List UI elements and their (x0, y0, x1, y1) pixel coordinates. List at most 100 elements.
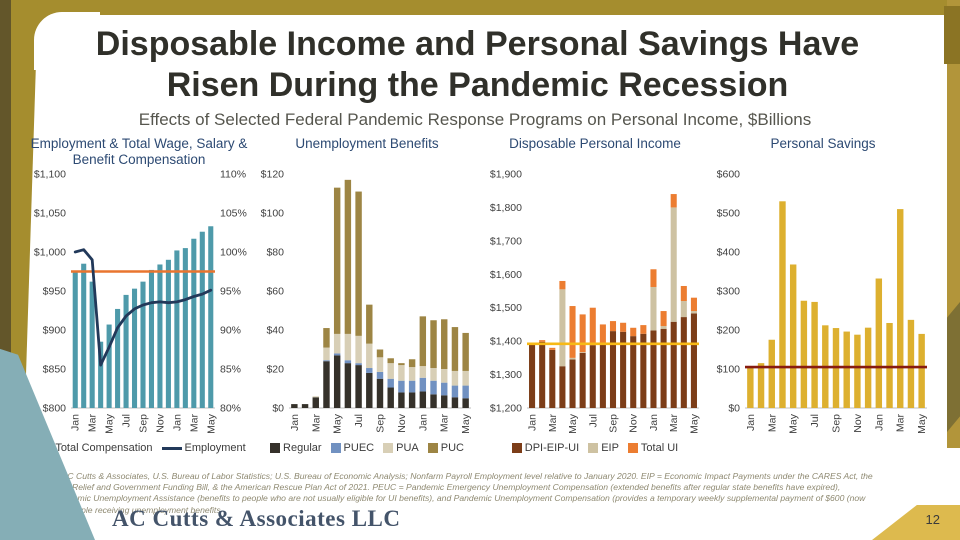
disposable-personal-income-chart: $1,200 $1,300 $1,400 $1,500 $1,600 $1,700 $1,8… (490, 169, 701, 434)
svg-text:105%: 105% (220, 208, 247, 220)
svg-text:$80: $80 (266, 247, 284, 259)
svg-text:$100: $100 (261, 208, 285, 220)
svg-text:Jan: Jan (171, 414, 183, 431)
svg-text:$1,500: $1,500 (490, 302, 522, 314)
legend-swatch (511, 443, 522, 453)
svg-text:May: May (104, 413, 116, 434)
svg-text:$950: $950 (43, 286, 67, 298)
chart-unemployment-benefits: Unemployment Benefits $0 $20 $40 $60 $80 $100… (254, 136, 480, 454)
personal-savings-chart: $0 $100 $200 $300 $400 $500 $600 Jan Mar May Jul Se… (717, 169, 929, 434)
svg-text:Mar: Mar (895, 414, 907, 433)
legend-item-pua: PUA (383, 442, 419, 454)
svg-text:Jan: Jan (289, 414, 301, 431)
svg-text:Jan: Jan (70, 414, 82, 431)
svg-text:Sep: Sep (375, 414, 387, 433)
svg-text:$1,050: $1,050 (34, 208, 66, 220)
svg-text:$300: $300 (717, 286, 741, 298)
svg-text:Nov: Nov (396, 413, 408, 432)
svg-text:Jul: Jul (587, 414, 599, 427)
svg-text:$40: $40 (266, 325, 284, 337)
legend-swatch (427, 443, 438, 453)
svg-text:Jan: Jan (527, 414, 539, 431)
legend-label: Regular (283, 442, 322, 454)
svg-text:Jul: Jul (353, 414, 365, 427)
svg-text:$60: $60 (266, 286, 284, 298)
legend-label: Total UI (640, 442, 679, 454)
svg-text:Sep: Sep (608, 414, 620, 433)
svg-text:May: May (916, 413, 928, 434)
right-olive-accent (947, 302, 960, 432)
slide-subtitle: Effects of Selected Federal Pandemic Res… (138, 110, 812, 129)
svg-text:85%: 85% (220, 364, 241, 376)
legend-item-employment: Employment (161, 442, 246, 454)
svg-text:$1,200: $1,200 (490, 403, 522, 415)
legend-label: PUEC (343, 442, 375, 454)
svg-text:$100: $100 (717, 364, 741, 376)
charts-row: Employment & Total Wage, Salary & Benefi… (26, 136, 936, 454)
svg-text:Jul: Jul (809, 414, 821, 427)
chart-title: Unemployment Benefits (295, 136, 439, 151)
legend-item-total-ui: Total UI (627, 442, 679, 454)
top-left-corner-card (34, 12, 100, 70)
svg-text:May: May (567, 413, 579, 434)
chart-title: Employment & Total Wage, Salary & Benefi… (30, 136, 248, 167)
svg-text:$0: $0 (272, 403, 284, 415)
svg-text:$900: $900 (43, 325, 67, 337)
svg-text:Sep: Sep (138, 414, 150, 433)
svg-text:90%: 90% (220, 325, 241, 337)
svg-text:Mar: Mar (87, 414, 99, 433)
legend-swatch (330, 443, 341, 453)
svg-text:100%: 100% (220, 247, 247, 259)
legend-item-eip: EIP (588, 442, 619, 454)
svg-text:Sep: Sep (831, 414, 843, 433)
chart-title: Disposable Personal Income (509, 136, 681, 151)
legend-label: Total Compensation (55, 442, 153, 454)
legend-label: Employment (184, 442, 246, 454)
legend-swatch (383, 443, 394, 453)
svg-text:110%: 110% (220, 169, 246, 181)
legend-label: DPI-EIP-UI (524, 442, 580, 454)
legend-label: PUA (396, 442, 419, 454)
chart-legend: Regular PUEC PUA PUC (270, 442, 464, 454)
svg-text:Mar: Mar (547, 414, 559, 433)
company-logo: AC Cutts & Associates LLC (112, 506, 401, 531)
legend-swatch (270, 443, 281, 453)
svg-text:Mar: Mar (766, 414, 778, 433)
svg-text:May: May (788, 413, 800, 434)
chart-personal-savings: Personal Savings $0 $100 $200 $300 $400 $500 $… (710, 136, 936, 454)
legend-item-dpi-eip-ui: DPI-EIP-UI (511, 442, 580, 454)
legend-item-puec: PUEC (330, 442, 375, 454)
svg-text:May: May (688, 413, 700, 434)
top-gold-band (11, 0, 960, 15)
svg-text:$500: $500 (717, 208, 741, 220)
slide-title: Disposable Income and Personal Savings H… (95, 25, 860, 105)
svg-text:$200: $200 (717, 325, 741, 337)
employment-compensation-chart: $800 $850 $900 $950 $1,000 $1,050 $1,100 80% 85%… (34, 169, 247, 434)
svg-text:$1,000: $1,000 (34, 247, 66, 259)
svg-text:Nov: Nov (628, 413, 640, 432)
legend-label: EIP (601, 442, 619, 454)
legend-swatch (161, 446, 182, 450)
svg-text:Mar: Mar (668, 414, 680, 433)
page-number: 12 (925, 512, 940, 527)
svg-text:80%: 80% (220, 403, 241, 415)
svg-text:Mar: Mar (188, 414, 200, 433)
svg-text:Nov: Nov (154, 413, 166, 432)
svg-text:Mar: Mar (439, 414, 451, 433)
left-dark-stripe (0, 0, 11, 540)
svg-text:$1,800: $1,800 (490, 202, 522, 214)
svg-text:$1,900: $1,900 (490, 169, 522, 181)
svg-text:$1,100: $1,100 (34, 169, 66, 181)
svg-text:Jan: Jan (417, 414, 429, 431)
svg-text:$1,600: $1,600 (490, 269, 522, 281)
svg-text:Jan: Jan (745, 414, 757, 431)
svg-text:$1,700: $1,700 (490, 235, 522, 247)
chart-legend: DPI-EIP-UI EIP Total UI (511, 442, 679, 454)
svg-text:$800: $800 (43, 403, 67, 415)
svg-text:May: May (332, 413, 344, 434)
svg-text:Jul: Jul (121, 414, 133, 427)
svg-text:May: May (205, 413, 217, 434)
svg-text:$1,400: $1,400 (490, 336, 522, 348)
svg-text:Nov: Nov (852, 413, 864, 432)
